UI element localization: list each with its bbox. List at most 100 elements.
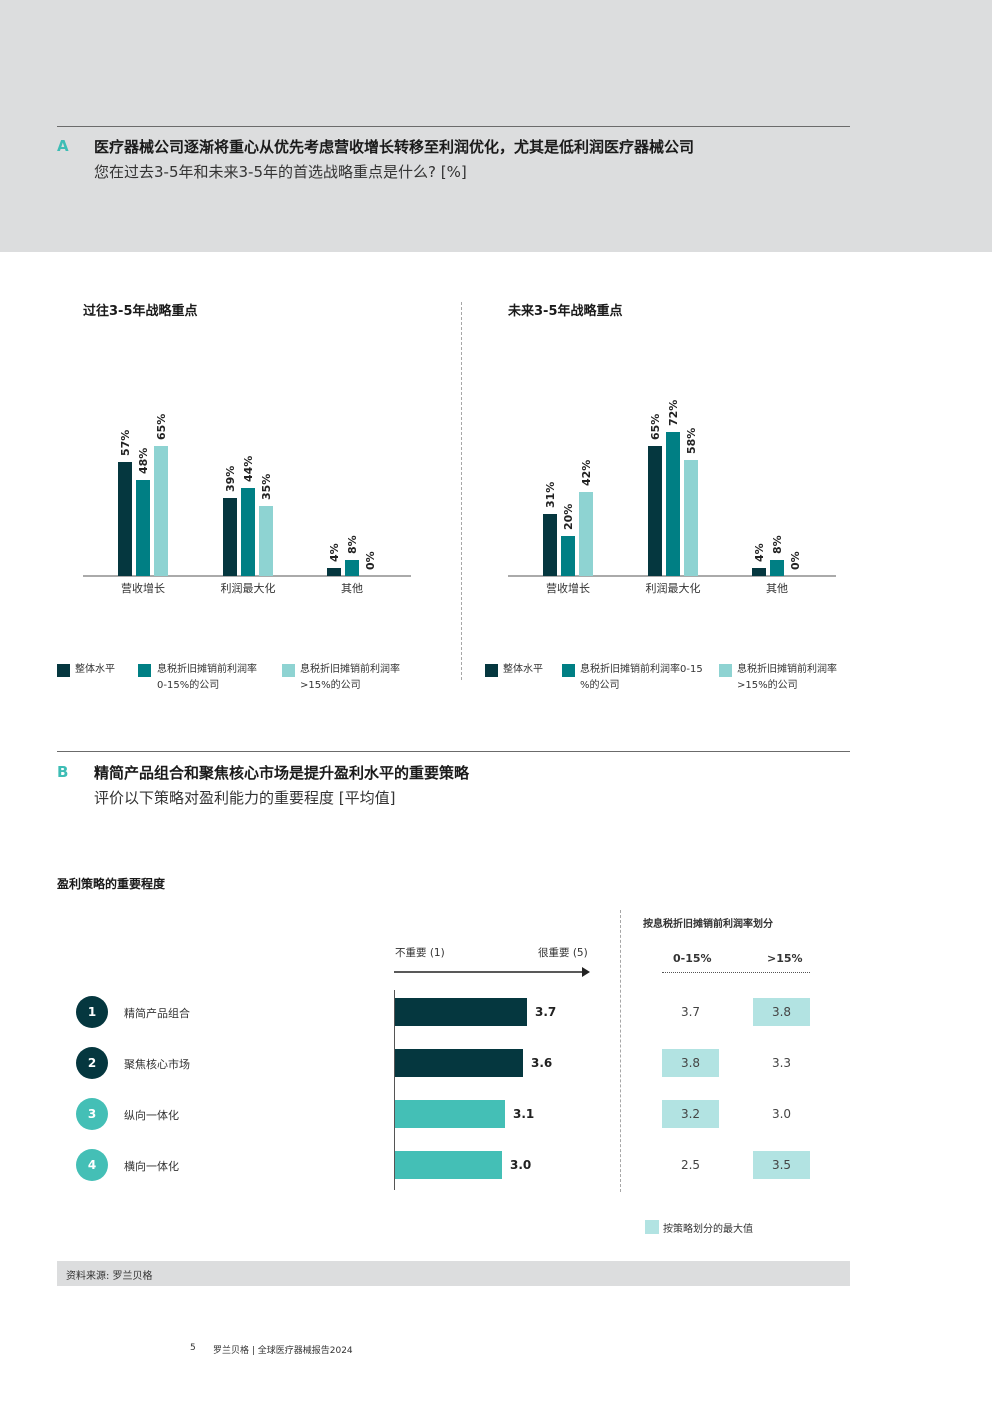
strategy-low-margin-value-2: 3.8: [662, 1049, 719, 1077]
strategy-high-margin-value-2: 3.3: [771, 1056, 792, 1070]
bar-label-1-2: 20%: [562, 504, 575, 530]
strategy-bar-3: [395, 1100, 505, 1128]
bar-label-2-2: 44%: [242, 456, 255, 482]
bar-label-3-3: 0%: [789, 551, 802, 570]
bar-label-3-3: 0%: [364, 551, 377, 570]
category-label-3: 其他: [341, 582, 363, 595]
bar-2-3: [259, 506, 273, 576]
bar-label-1-2: 48%: [137, 448, 150, 474]
breakdown-title: 按息税折旧摊销前利润率划分: [643, 919, 773, 930]
scale-low-label: 不重要 (1): [395, 947, 445, 959]
category-label-1: 营收增长: [121, 581, 165, 595]
bar-3-2: [345, 560, 359, 576]
bar-1-2: [136, 480, 150, 576]
col-high-header: >15%: [767, 952, 803, 965]
strategy-label-3: 纵向一体化: [124, 1109, 179, 1122]
bar-label-2-1: 39%: [224, 466, 237, 492]
col-low-header: 0-15%: [673, 952, 712, 965]
strategy-high-margin-value-1: 3.8: [753, 998, 810, 1026]
category-label-1: 营收增长: [546, 581, 590, 595]
strategy-high-margin-value-4: 3.5: [753, 1151, 810, 1179]
category-label-3: 其他: [766, 582, 788, 595]
chart-title-future: 未来3-5年战略重点: [508, 304, 623, 319]
page-number: 5: [190, 1343, 196, 1353]
strategy-label-1: 精简产品组合: [124, 1007, 190, 1020]
strategy-value-2: 3.6: [531, 1056, 553, 1070]
bar-1-3: [579, 492, 593, 576]
category-label-2: 利润最大化: [221, 581, 276, 595]
strategy-value-4: 3.0: [510, 1158, 532, 1172]
strategy-bar-4: [395, 1151, 502, 1179]
bar-label-2-2: 72%: [667, 400, 680, 426]
legend-label-overall-right: 整体水平: [503, 664, 543, 675]
strategy-number-2: 2: [76, 1047, 108, 1079]
bar-1-2: [561, 536, 575, 576]
bar-1-1: [118, 462, 132, 576]
legend-label-low-margin: 息税折旧摊销前利润率 0-15%的公司: [157, 664, 257, 691]
chart-divider: [461, 302, 462, 680]
chart-title-past: 过往3-5年战略重点: [83, 304, 198, 319]
strategy-low-margin-value-4: 2.5: [680, 1158, 701, 1172]
strategy-value-1: 3.7: [535, 1005, 557, 1019]
strategy-low-margin-value-1: 3.7: [680, 1005, 701, 1019]
bar-label-3-1: 4%: [328, 543, 341, 562]
future-strategy-chart: 31% 20% 42% 营收增长 65% 72% 58% 利润最大化 4% 8% 0%其他: [508, 400, 836, 595]
bar-2-1: [648, 446, 662, 576]
section-a-letter: A: [57, 137, 69, 155]
scale-high-label: 很重要 (5): [538, 947, 588, 959]
strategy-bar-1: [395, 998, 527, 1026]
bar-2-2: [241, 488, 255, 576]
strategy-label-2: 聚焦核心市场: [124, 1058, 190, 1071]
bar-label-1-1: 31%: [544, 482, 557, 508]
category-label-2: 利润最大化: [646, 581, 701, 595]
bar-label-1-3: 65%: [155, 414, 168, 440]
legend-label-overall: 整体水平: [75, 664, 115, 675]
scale-arrow-icon: [394, 967, 590, 977]
bar-label-3-1: 4%: [753, 543, 766, 562]
bar-label-2-3: 35%: [260, 474, 273, 500]
bar-3-2: [770, 560, 784, 576]
legend-label-low-margin-right: 息税折旧摊销前利润率0-15 %的公司: [580, 664, 703, 691]
section-a-rule: [57, 126, 850, 127]
legend-swatch-overall-right: [485, 664, 498, 677]
section-b-subtitle: 评价以下策略对盈利能力的重要程度 [平均值]: [94, 789, 396, 807]
bar-label-2-1: 65%: [649, 414, 662, 440]
legend-label-high-margin-right: 息税折旧摊销前利润率 >15%的公司: [737, 664, 837, 691]
strategy-label-4: 横向一体化: [124, 1160, 179, 1173]
legend-swatch-low-margin: [138, 664, 151, 677]
section-b-title: 精简产品组合和聚焦核心市场是提升盈利水平的重要策略: [94, 764, 470, 782]
strategy-number-1: 1: [76, 996, 108, 1028]
bar-label-3-2: 8%: [771, 535, 784, 554]
bar-1-1: [543, 514, 557, 576]
bar-label-2-3: 58%: [685, 428, 698, 454]
section-a-title: 医疗器械公司逐渐将重心从优先考虑营收增长转移至利润优化，尤其是低利润医疗器械公司: [94, 138, 695, 156]
bar-1-3: [154, 446, 168, 576]
bar-label-1-3: 42%: [580, 460, 593, 486]
legend-swatch-high-margin: [282, 664, 295, 677]
bar-2-3: [684, 460, 698, 576]
source-band: [57, 1261, 850, 1286]
section-b-letter: B: [57, 763, 69, 781]
highlight-legend-label: 按策略划分的最大值: [663, 1224, 753, 1235]
bar-3-1: [752, 568, 766, 576]
col-header-rule: [662, 972, 810, 973]
bar-3-1: [327, 568, 341, 576]
past-strategy-chart: 57% 48% 65% 营收增长 39% 44% 35% 利润最大化 4% 8% 0%其他: [83, 414, 411, 595]
section-a-subtitle: 您在过去3-5年和未来3-5年的首选战略重点是什么? [%]: [94, 163, 467, 181]
section-b-rule: [57, 751, 850, 752]
breakdown-divider: [620, 910, 621, 1192]
strategy-low-margin-value-3: 3.2: [662, 1100, 719, 1128]
legend-swatch-low-margin-right: [562, 664, 575, 677]
highlight-legend-swatch: [645, 1220, 659, 1234]
bar-axis-line: [394, 990, 395, 1190]
strategy-high-margin-value-3: 3.0: [771, 1107, 792, 1121]
strategy-bar-2: [395, 1049, 523, 1077]
legend-label-high-margin: 息税折旧摊销前利润率 >15%的公司: [300, 664, 400, 691]
strategy-value-3: 3.1: [513, 1107, 535, 1121]
bar-label-1-1: 57%: [119, 430, 132, 456]
legend-swatch-high-margin-right: [719, 664, 732, 677]
bar-2-2: [666, 432, 680, 576]
legend-swatch-overall: [57, 664, 70, 677]
strategy-number-3: 3: [76, 1098, 108, 1130]
strategy-number-4: 4: [76, 1149, 108, 1181]
